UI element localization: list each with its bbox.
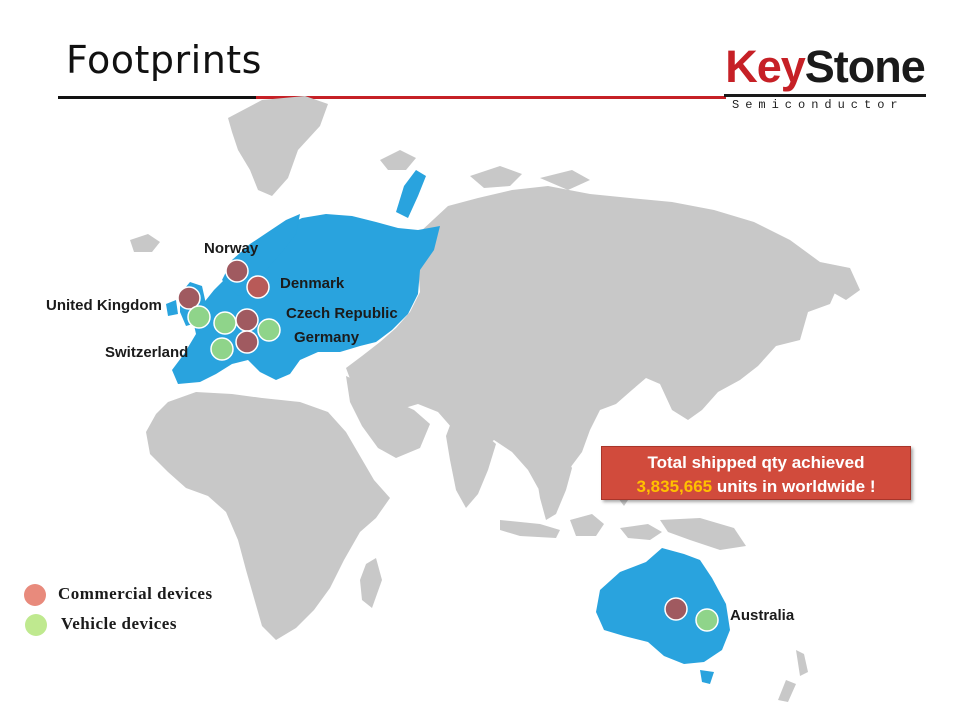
marker-united-kingdom-vehicle[interactable]: [187, 305, 211, 329]
land-japan: [674, 318, 704, 372]
marker-germany-commercial[interactable]: [235, 330, 259, 354]
marker-norway-commercial[interactable]: [225, 259, 249, 283]
land-southeast-asia: [536, 446, 572, 520]
title-divider-black: [58, 96, 256, 99]
logo-underline: [724, 94, 926, 97]
legend-vehicle-label: Vehicle devices: [61, 614, 177, 633]
land-new-zealand: [778, 650, 808, 702]
keystone-logo: KeyStone Semiconductor: [722, 42, 928, 114]
title-divider-red: [256, 96, 726, 99]
logo-wordmark: KeyStone: [722, 42, 928, 92]
logo-tagline: Semiconductor: [732, 98, 904, 112]
marker-united-kingdom-commercial[interactable]: [177, 286, 201, 310]
label-australia: Australia: [730, 607, 795, 624]
logo-word-key: Key: [725, 41, 806, 92]
marker-australia-commercial[interactable]: [664, 597, 688, 621]
label-norway: Norway: [204, 240, 259, 257]
logo-word-stone: Stone: [804, 41, 926, 92]
legend-commercial-label: Commercial devices: [58, 584, 213, 603]
land-arctic-islands: [380, 150, 590, 190]
callout-line1: Total shipped qty achieved: [647, 453, 865, 472]
land-iceland: [130, 234, 160, 252]
land-arabia: [346, 376, 430, 458]
marker-czech-republic-vehicle[interactable]: [257, 318, 281, 342]
region-tasmania: [700, 670, 714, 684]
callout-suffix: units in worldwide !: [712, 477, 876, 496]
legend-vehicle-dot: [25, 614, 47, 636]
label-denmark: Denmark: [280, 275, 345, 292]
label-czech-republic: Czech Republic: [286, 305, 398, 322]
region-novaya-zemlya: [396, 170, 426, 218]
shipped-quantity: 3,835,665: [636, 477, 713, 496]
land-masses: [130, 96, 860, 702]
callout-line2: 3,835,665 units in worldwide !: [602, 475, 910, 499]
label-united-kingdom: United Kingdom: [46, 297, 162, 314]
land-indonesia: [500, 478, 746, 550]
legend-commercial-dot: [24, 584, 46, 606]
marker-switzerland-vehicle[interactable]: [210, 337, 234, 361]
region-australia: [596, 548, 730, 664]
marker-czech-republic-commercial[interactable]: [235, 308, 259, 332]
land-africa: [146, 392, 390, 640]
shipment-callout: Total shipped qty achieved 3,835,665 uni…: [601, 446, 911, 500]
location-markers: [177, 259, 719, 632]
label-germany: Germany: [294, 329, 360, 346]
land-india: [446, 420, 496, 508]
page-title: Footprints: [66, 38, 262, 82]
land-greenland: [228, 96, 328, 196]
land-asia: [346, 186, 838, 500]
marker-denmark-commercial[interactable]: [246, 275, 270, 299]
label-switzerland: Switzerland: [105, 344, 189, 361]
marker-australia-vehicle[interactable]: [695, 608, 719, 632]
land-madagascar: [360, 558, 382, 608]
marker-germany-vehicle[interactable]: [213, 311, 237, 335]
land-kamchatka: [820, 262, 860, 300]
